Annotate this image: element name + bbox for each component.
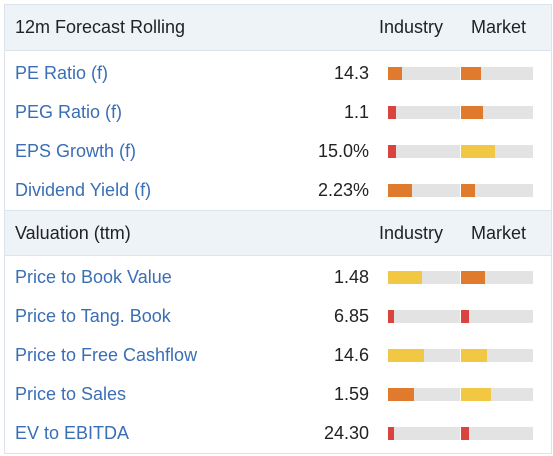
market-bar-cell (461, 145, 541, 158)
industry-bar-track (388, 271, 460, 284)
market-bar-cell (461, 427, 541, 440)
market-bar-track (461, 349, 533, 362)
market-bar-cell (461, 310, 541, 323)
ratio-value: 2.23% (317, 180, 369, 200)
section-title: Valuation (ttm) (15, 222, 131, 243)
column-header-industry: Industry (379, 17, 444, 37)
valuation-rows: Price to Book Value 1.48 Price to Tang. Bo… (5, 256, 551, 453)
table-row: Price to Sales 1.59 (5, 375, 551, 414)
ratio-value: 14.6 (333, 345, 369, 365)
market-bar-track (461, 427, 533, 440)
section-header-valuation: Valuation (ttm) Industry Market (5, 210, 551, 256)
industry-bar-cell (369, 310, 461, 323)
industry-bar-cell (369, 271, 461, 284)
table-row: Price to Book Value 1.48 (5, 258, 551, 297)
ratio-link[interactable]: PE Ratio (f) (15, 63, 109, 83)
ratio-value: 14.3 (333, 63, 369, 83)
ratio-value: 6.85 (333, 306, 369, 326)
industry-bar-cell (369, 388, 461, 401)
ratios-panel: 12m Forecast Rolling Industry Market PE … (4, 4, 552, 454)
industry-bar-track (388, 184, 460, 197)
ratio-link[interactable]: Price to Sales (15, 384, 127, 404)
market-bar-cell (461, 349, 541, 362)
ratio-link[interactable]: PEG Ratio (f) (15, 102, 123, 122)
ratio-value: 1.59 (333, 384, 369, 404)
market-bar-fill (461, 310, 469, 323)
industry-bar-fill (388, 106, 396, 119)
industry-bar-cell (369, 427, 461, 440)
industry-bar-track (388, 427, 460, 440)
section-title: 12m Forecast Rolling (15, 17, 186, 37)
industry-bar-fill (388, 184, 412, 197)
column-header-market: Market (471, 222, 527, 243)
industry-bar-track (388, 145, 460, 158)
column-header-market: Market (471, 17, 527, 37)
ratio-link[interactable]: EV to EBITDA (15, 423, 130, 443)
market-bar-fill (461, 106, 484, 119)
forecast-rows: PE Ratio (f) 14.3 PEG Ratio (f) 1.1 EPS Grow… (5, 51, 551, 210)
table-row: Price to Tang. Book 6.85 (5, 297, 551, 336)
industry-bar-track (388, 388, 460, 401)
table-row: Price to Free Cashflow 14.6 (5, 336, 551, 375)
ratio-link[interactable]: Dividend Yield (f) (15, 180, 152, 200)
table-row: EV to EBITDA 24.30 (5, 414, 551, 453)
industry-bar-track (388, 106, 460, 119)
market-bar-cell (461, 67, 541, 80)
industry-bar-cell (369, 106, 461, 119)
industry-bar-cell (369, 184, 461, 197)
market-bar-track (461, 145, 533, 158)
industry-bar-cell (369, 145, 461, 158)
ratio-link[interactable]: Price to Tang. Book (15, 306, 171, 326)
industry-bar-fill (388, 145, 396, 158)
market-bar-fill (461, 427, 469, 440)
market-bar-track (461, 184, 533, 197)
market-bar-track (461, 310, 533, 323)
ratio-link[interactable]: Price to Free Cashflow (15, 345, 198, 365)
table-row: EPS Growth (f) 15.0% (5, 132, 551, 171)
industry-bar-fill (388, 427, 394, 440)
ratio-value: 15.0% (317, 141, 369, 161)
ratio-value: 24.30 (323, 423, 369, 443)
table-row: PEG Ratio (f) 1.1 (5, 93, 551, 132)
industry-bar-fill (388, 271, 422, 284)
market-bar-fill (461, 145, 495, 158)
industry-bar-cell (369, 67, 461, 80)
industry-bar-track (388, 310, 460, 323)
section-header-forecast: 12m Forecast Rolling Industry Market (5, 5, 551, 51)
industry-bar-fill (388, 310, 394, 323)
industry-bar-track (388, 349, 460, 362)
industry-bar-fill (388, 388, 414, 401)
market-bar-track (461, 271, 533, 284)
market-bar-fill (461, 67, 482, 80)
industry-bar-fill (388, 67, 403, 80)
industry-bar-cell (369, 349, 461, 362)
ratio-link[interactable]: EPS Growth (f) (15, 141, 137, 161)
column-header-industry: Industry (379, 222, 444, 243)
market-bar-fill (461, 271, 485, 284)
market-bar-cell (461, 184, 541, 197)
ratio-value: 1.48 (333, 267, 369, 287)
ratio-link[interactable]: Price to Book Value (15, 267, 172, 287)
market-bar-fill (461, 184, 475, 197)
market-bar-cell (461, 106, 541, 119)
market-bar-fill (461, 388, 492, 401)
market-bar-fill (461, 349, 487, 362)
market-bar-track (461, 67, 533, 80)
market-bar-cell (461, 271, 541, 284)
table-row: PE Ratio (f) 14.3 (5, 54, 551, 93)
table-row: Dividend Yield (f) 2.23% (5, 171, 551, 210)
market-bar-track (461, 106, 533, 119)
industry-bar-fill (388, 349, 424, 362)
market-bar-cell (461, 388, 541, 401)
market-bar-track (461, 388, 533, 401)
ratio-value: 1.1 (343, 102, 369, 122)
industry-bar-track (388, 67, 460, 80)
